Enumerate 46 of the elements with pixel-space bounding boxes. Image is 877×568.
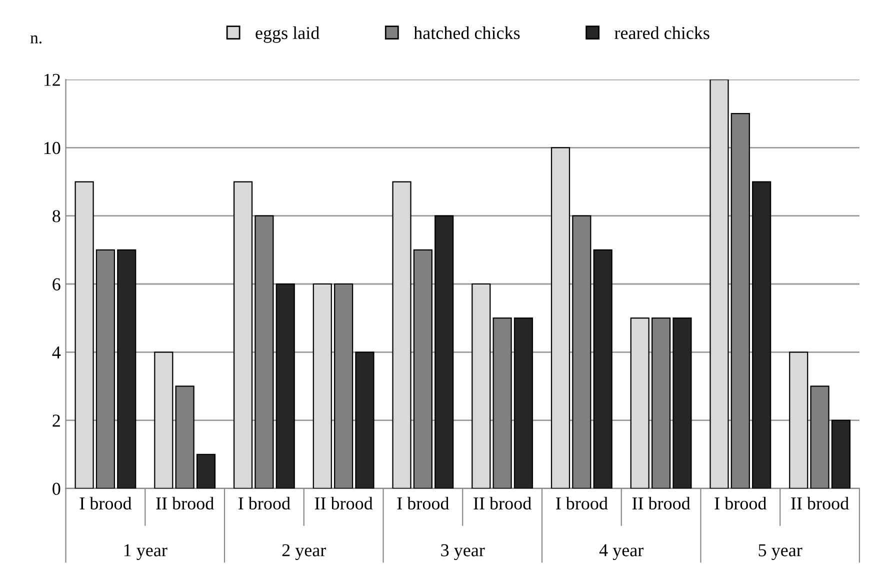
bar	[233, 181, 253, 488]
y-tick-label: 0	[52, 482, 60, 495]
text: 2 year	[282, 544, 326, 560]
legend-label: reared chicks	[614, 26, 710, 40]
bar	[550, 147, 570, 488]
text: 4 year	[599, 544, 644, 560]
bar	[831, 420, 850, 488]
y-tick-label: 12	[44, 74, 60, 86]
legend-label: eggs laid	[256, 26, 320, 43]
x-tick-label: I brood	[397, 496, 450, 510]
bar	[630, 318, 650, 488]
x-tick-label: I brood	[80, 496, 132, 510]
bar	[593, 249, 612, 488]
text: 5 year	[758, 544, 802, 560]
bar	[672, 318, 692, 488]
y-tick-label: 4	[52, 346, 61, 358]
bar	[392, 181, 412, 488]
x-tick-label: II brood	[314, 496, 373, 510]
bar	[789, 352, 808, 488]
x-tick-label: II brood	[791, 496, 849, 510]
y-tick-label: 8	[52, 210, 60, 222]
bar	[276, 283, 295, 488]
bar	[710, 80, 729, 488]
bar	[752, 181, 772, 488]
y-tick-label: 2	[52, 414, 60, 427]
x-tick-label: I brood	[238, 496, 290, 510]
bar	[154, 352, 174, 488]
text: 1 year	[124, 544, 168, 560]
bar	[434, 215, 454, 488]
bar	[196, 454, 216, 488]
y-tick-label: 6	[52, 278, 60, 290]
x-tick-label: I brood	[556, 496, 608, 510]
bar	[355, 352, 374, 488]
bar	[472, 283, 491, 488]
text: 3 year	[441, 544, 485, 560]
x-tick-label: II brood	[156, 496, 214, 510]
bar	[74, 181, 94, 488]
y-axis-title: n.	[30, 35, 42, 44]
bar	[312, 283, 332, 488]
bar	[117, 249, 136, 488]
x-tick-label: II brood	[632, 496, 690, 510]
legend-label: hatched chicks	[414, 26, 520, 40]
x-tick-label: I brood	[714, 496, 767, 510]
y-tick-label: 10	[44, 142, 60, 154]
bar	[514, 318, 534, 488]
x-tick-label: II brood	[474, 496, 532, 510]
